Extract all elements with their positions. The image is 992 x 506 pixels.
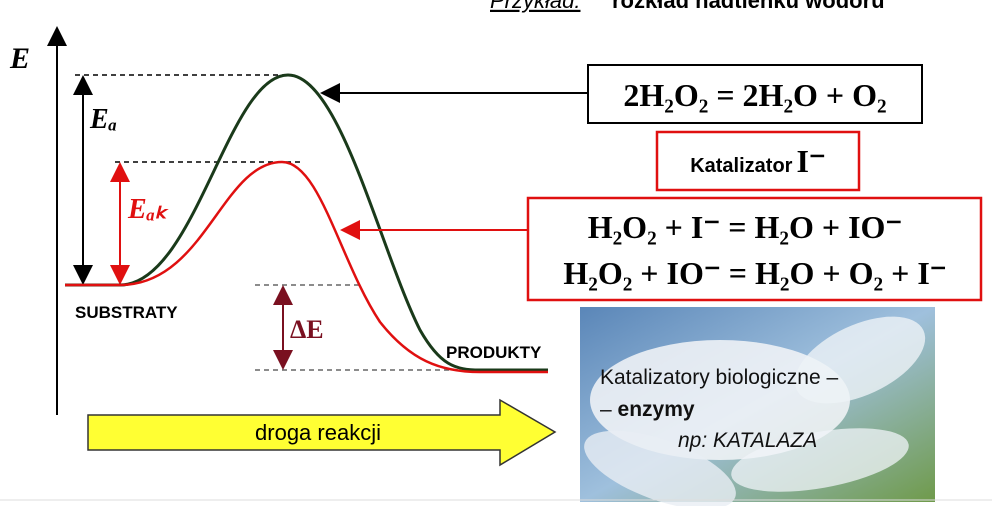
dash: –	[600, 398, 618, 421]
mechanism-box	[526, 196, 983, 302]
eak-label: Eₐₖ	[127, 194, 169, 225]
uncatalyzed-curve	[65, 73, 548, 372]
y-axis-label: E	[9, 42, 30, 75]
example-label: Przykład:	[490, 0, 580, 13]
enzyme-line: Katalizatory biologiczne –	[600, 366, 838, 389]
mechanism-step: H₂O₂ + IO⁻ = H₂O + O₂ + I⁻	[563, 255, 946, 291]
catalyst-label: Katalizator I⁻	[690, 143, 826, 179]
lily-photo	[580, 307, 935, 506]
equation: 2H₂O₂ = 2H₂O + O₂	[623, 77, 886, 113]
enzyme-line: – enzymy	[600, 398, 695, 421]
reaction-arrow	[87, 398, 557, 467]
petal	[794, 316, 926, 404]
catalyzed-curve	[65, 160, 548, 374]
catalyst-box	[655, 130, 861, 192]
equation-box	[587, 64, 923, 124]
ea-label: Eₐ	[89, 104, 117, 135]
substrates-label: SUBSTRATY	[75, 303, 178, 322]
petal	[731, 428, 909, 492]
catalyst-ion: I⁻	[796, 143, 825, 179]
mechanism-step: H₂O₂ + I⁻ = H₂O + IO⁻	[588, 209, 903, 245]
x-axis-label: droga reakcji	[255, 420, 381, 445]
petal	[590, 340, 850, 460]
title: rozkład nadtlenku wodoru	[612, 0, 885, 13]
enzyme-word: enzymy	[618, 398, 695, 421]
de-label: ΔE	[290, 315, 324, 344]
enzyme-example: np: KATALAZA	[678, 429, 817, 452]
petal	[584, 430, 736, 506]
catalyst-word: Katalizator	[690, 155, 792, 177]
guides	[75, 74, 470, 371]
products-label: PRODUKTY	[446, 343, 542, 362]
